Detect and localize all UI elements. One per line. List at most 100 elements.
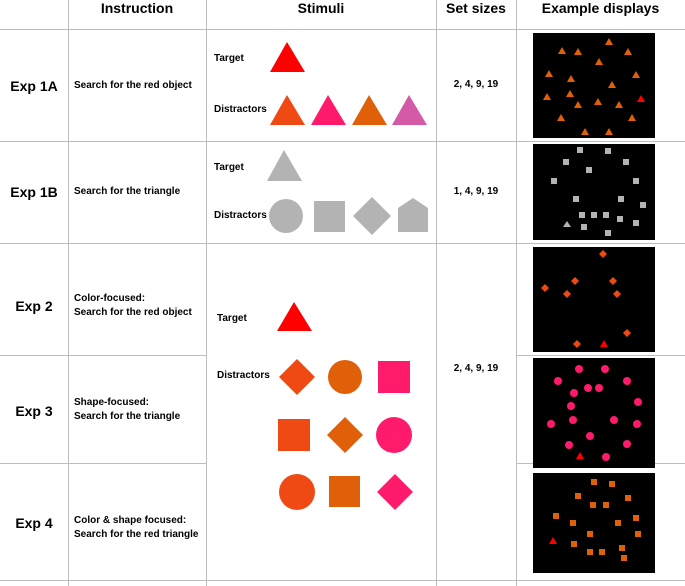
item-square [633,220,639,226]
distractor-triangle [311,95,346,125]
target-label: Target [214,53,244,64]
item-square [605,230,611,236]
item-square [590,502,596,508]
item-circle [595,384,603,392]
item-square [573,196,579,202]
item-square [577,147,583,153]
example-display-exp3-items [547,365,642,461]
item-square [581,224,587,230]
instruction-text: Search for the red object [74,80,192,91]
distractor-triangle [392,95,427,125]
item-triangle [574,101,582,108]
distractor-triangle [352,95,387,125]
example-display-exp4-items [549,479,641,561]
item-triangle [637,95,645,102]
item-triangle [566,90,574,97]
header-instruction: Instruction [100,0,174,16]
distractor-circle [328,360,362,394]
set-sizes-value: 2, 4, 9, 19 [453,79,499,90]
item-triangle [563,221,571,227]
item-square [635,531,641,537]
divider-header [0,29,685,30]
item-circle [570,389,578,397]
item-square [587,531,593,537]
item-triangle [608,81,616,88]
item-triangle [576,452,584,459]
example-display-exp2 [533,247,655,352]
item-triangle [581,128,589,135]
exp-label: Exp 1B [10,184,58,200]
item-square [586,167,592,173]
item-triangle [545,70,553,77]
divider-row-2 [0,243,685,244]
instruction-text: Shape-focused: Search for the triangle [74,397,181,422]
item-triangle [558,47,566,54]
target-gray-triangle [267,150,302,181]
header-example-displays: Example displays [541,0,660,16]
exp-label: Exp 1A [10,78,58,94]
distractor-circle [376,417,412,453]
item-square [603,502,609,508]
item-square [563,159,569,165]
distractor-diamond [327,417,363,453]
divider-row-3b [516,355,685,356]
distractor-gray-square [314,201,345,232]
distractor-gray-diamond [353,197,391,235]
item-circle [586,432,594,440]
item-square [609,481,615,487]
item-circle [569,416,577,424]
item-diamond [563,290,571,298]
item-triangle [600,340,608,347]
item-circle [623,440,631,448]
item-circle [634,398,642,406]
item-square [571,541,577,547]
divider-row-3 [0,355,206,356]
set-sizes-value: 1, 4, 9, 19 [453,186,499,197]
divider-row-1 [0,141,685,142]
item-circle [565,441,573,449]
item-square [575,493,581,499]
target-red-triangle [270,42,305,72]
example-display-exp1b [533,144,655,240]
exp-label: Exp 3 [15,403,53,419]
item-square [587,549,593,555]
item-square [553,513,559,519]
col-divider-2 [206,0,207,586]
item-triangle [594,98,602,105]
item-square [621,555,627,561]
distractor-square [378,361,410,393]
instruction-text: Search for the triangle [74,186,181,197]
exp-label: Exp 2 [15,298,53,314]
target-red-triangle [277,302,312,331]
col-divider-4 [516,0,517,586]
item-triangle [605,38,613,45]
instruction-text: Color & shape focused: Search for the red… [74,515,199,540]
item-triangle [549,537,557,544]
item-diamond [623,329,631,337]
item-triangle [605,128,613,135]
item-square [591,479,597,485]
item-square [617,216,623,222]
example-display-exp1b-items [551,147,646,236]
item-square [640,202,646,208]
item-triangle [628,114,636,121]
instruction-text: Color-focused: Search for the red object [74,293,192,318]
item-square [633,178,639,184]
item-square [619,545,625,551]
item-circle [547,420,555,428]
item-square [633,515,639,521]
item-diamond [609,277,617,285]
item-diamond [573,340,581,348]
item-square [623,159,629,165]
divider-row-4 [0,463,206,464]
distractor-triangle [270,95,305,125]
item-square [618,196,624,202]
item-triangle [557,114,565,121]
item-circle [633,420,641,428]
item-triangle [595,58,603,65]
item-triangle [615,101,623,108]
distractor-square [278,419,310,451]
distractor-circle [279,474,315,510]
distractors-label: Distractors [214,104,267,115]
divider-bottom [0,580,685,581]
